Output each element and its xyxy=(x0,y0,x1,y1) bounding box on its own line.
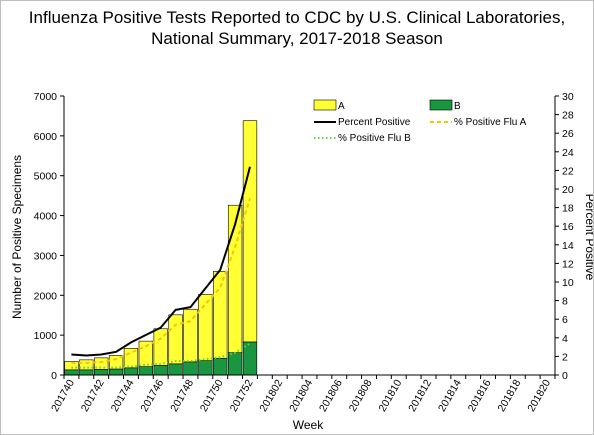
bar-b-7 xyxy=(168,363,183,376)
bar-a-10 xyxy=(213,271,228,359)
y-right-tick-label-11: 22 xyxy=(562,165,574,177)
y-left-tick-label-4: 4000 xyxy=(34,211,58,223)
x-axis-title: Week xyxy=(293,418,324,432)
bar-b-2 xyxy=(94,369,109,376)
x-tick-label-3: 201746 xyxy=(138,377,166,413)
y-right-tick-label-2: 4 xyxy=(562,333,568,345)
x-tick-label-14: 201816 xyxy=(466,377,494,413)
y-left-tick-label-6: 6000 xyxy=(34,131,58,143)
y-right-tick-label-12: 24 xyxy=(562,147,574,159)
bar-b-1 xyxy=(79,369,94,376)
x-tick-label-11: 201810 xyxy=(376,377,404,413)
bar-b-9 xyxy=(198,360,213,376)
x-tick-label-7: 201802 xyxy=(257,377,285,413)
lines-layer xyxy=(71,166,251,369)
y-right-tick-label-6: 12 xyxy=(562,258,574,270)
bar-a-9 xyxy=(198,294,213,361)
legend-label-pct-b: % Positive Flu B xyxy=(338,133,411,144)
legend-label-a: A xyxy=(338,101,345,112)
bar-b-4 xyxy=(123,367,139,376)
line-series-1 xyxy=(71,198,251,364)
y-right-tick-label-10: 20 xyxy=(562,184,574,196)
bar-a-2 xyxy=(94,357,109,370)
bar-a-3 xyxy=(108,355,124,370)
legend: A B Percent Positive % Positive Flu A % … xyxy=(313,99,527,144)
y-right-tick-label-0: 0 xyxy=(562,370,568,382)
y-right-tick-label-14: 28 xyxy=(562,110,574,122)
bar-a-0 xyxy=(64,361,79,371)
x-tick-label-0: 201740 xyxy=(49,377,77,413)
y-axis-title-right: Percent Positive xyxy=(583,194,593,281)
y-right-tick-label-7: 14 xyxy=(562,240,574,252)
bar-b-10 xyxy=(213,357,228,376)
bar-b-3 xyxy=(108,368,124,376)
y-left-tick-label-1: 1000 xyxy=(34,330,58,342)
x-tick-label-9: 201806 xyxy=(317,377,345,413)
legend-label-pct: Percent Positive xyxy=(338,117,411,128)
bar-a-1 xyxy=(79,359,94,371)
title-line-2: National Summary, 2017-2018 Season xyxy=(151,29,443,48)
y-right-tick-label-9: 18 xyxy=(562,203,574,215)
y-left-tick-label-7: 7000 xyxy=(34,91,58,103)
y-right-tick-label-13: 26 xyxy=(562,128,574,140)
x-tick-label-5: 201750 xyxy=(198,377,226,413)
y-left-tick-label-0: 0 xyxy=(51,370,57,382)
x-tick-label-10: 201808 xyxy=(347,377,375,413)
legend-swatch-b xyxy=(429,99,453,111)
bar-b-5 xyxy=(138,366,153,376)
x-tick-label-6: 201752 xyxy=(228,377,256,413)
x-tick-label-4: 201748 xyxy=(168,377,196,413)
bar-a-12 xyxy=(242,120,258,343)
y-right-tick-label-15: 30 xyxy=(562,91,574,103)
x-tick-label-2: 201744 xyxy=(109,377,137,413)
y-right-tick-label-5: 10 xyxy=(562,277,574,289)
x-tick-label-8: 201804 xyxy=(287,377,315,413)
title-line-1: Influenza Positive Tests Reported to CDC… xyxy=(28,8,566,27)
bar-a-6 xyxy=(153,328,168,366)
y-axis-title-left: Number of Positive Specimens xyxy=(10,155,24,319)
bar-b-0 xyxy=(64,369,79,376)
y-left-tick-label-2: 2000 xyxy=(34,290,58,302)
y-left-tick-label-5: 5000 xyxy=(34,171,58,183)
x-tick-label-1: 201742 xyxy=(79,377,107,413)
legend-swatch-a xyxy=(313,99,337,111)
x-tick-label-12: 201812 xyxy=(406,377,434,413)
line-series-0 xyxy=(71,166,251,357)
x-tick-label-13: 201814 xyxy=(436,377,464,413)
y-right-tick-label-1: 2 xyxy=(562,351,568,363)
bar-b-8 xyxy=(183,361,198,376)
bar-a-5 xyxy=(138,340,153,367)
bar-b-6 xyxy=(153,365,168,376)
y-right-tick-label-3: 6 xyxy=(562,314,568,326)
y-right-tick-label-4: 8 xyxy=(562,296,568,308)
y-left-tick-label-3: 3000 xyxy=(34,250,58,262)
bar-a-7 xyxy=(168,314,183,365)
line-series-2 xyxy=(71,342,251,369)
x-tick-label-16: 201820 xyxy=(525,377,553,413)
bar-b-11 xyxy=(227,352,243,376)
legend-label-b: B xyxy=(454,101,461,112)
y-right-tick-label-8: 16 xyxy=(562,221,574,233)
legend-label-pct-a: % Positive Flu A xyxy=(454,117,527,128)
x-tick-label-15: 201818 xyxy=(495,377,523,413)
chart-title: Influenza Positive Tests Reported to CDC… xyxy=(1,7,593,49)
